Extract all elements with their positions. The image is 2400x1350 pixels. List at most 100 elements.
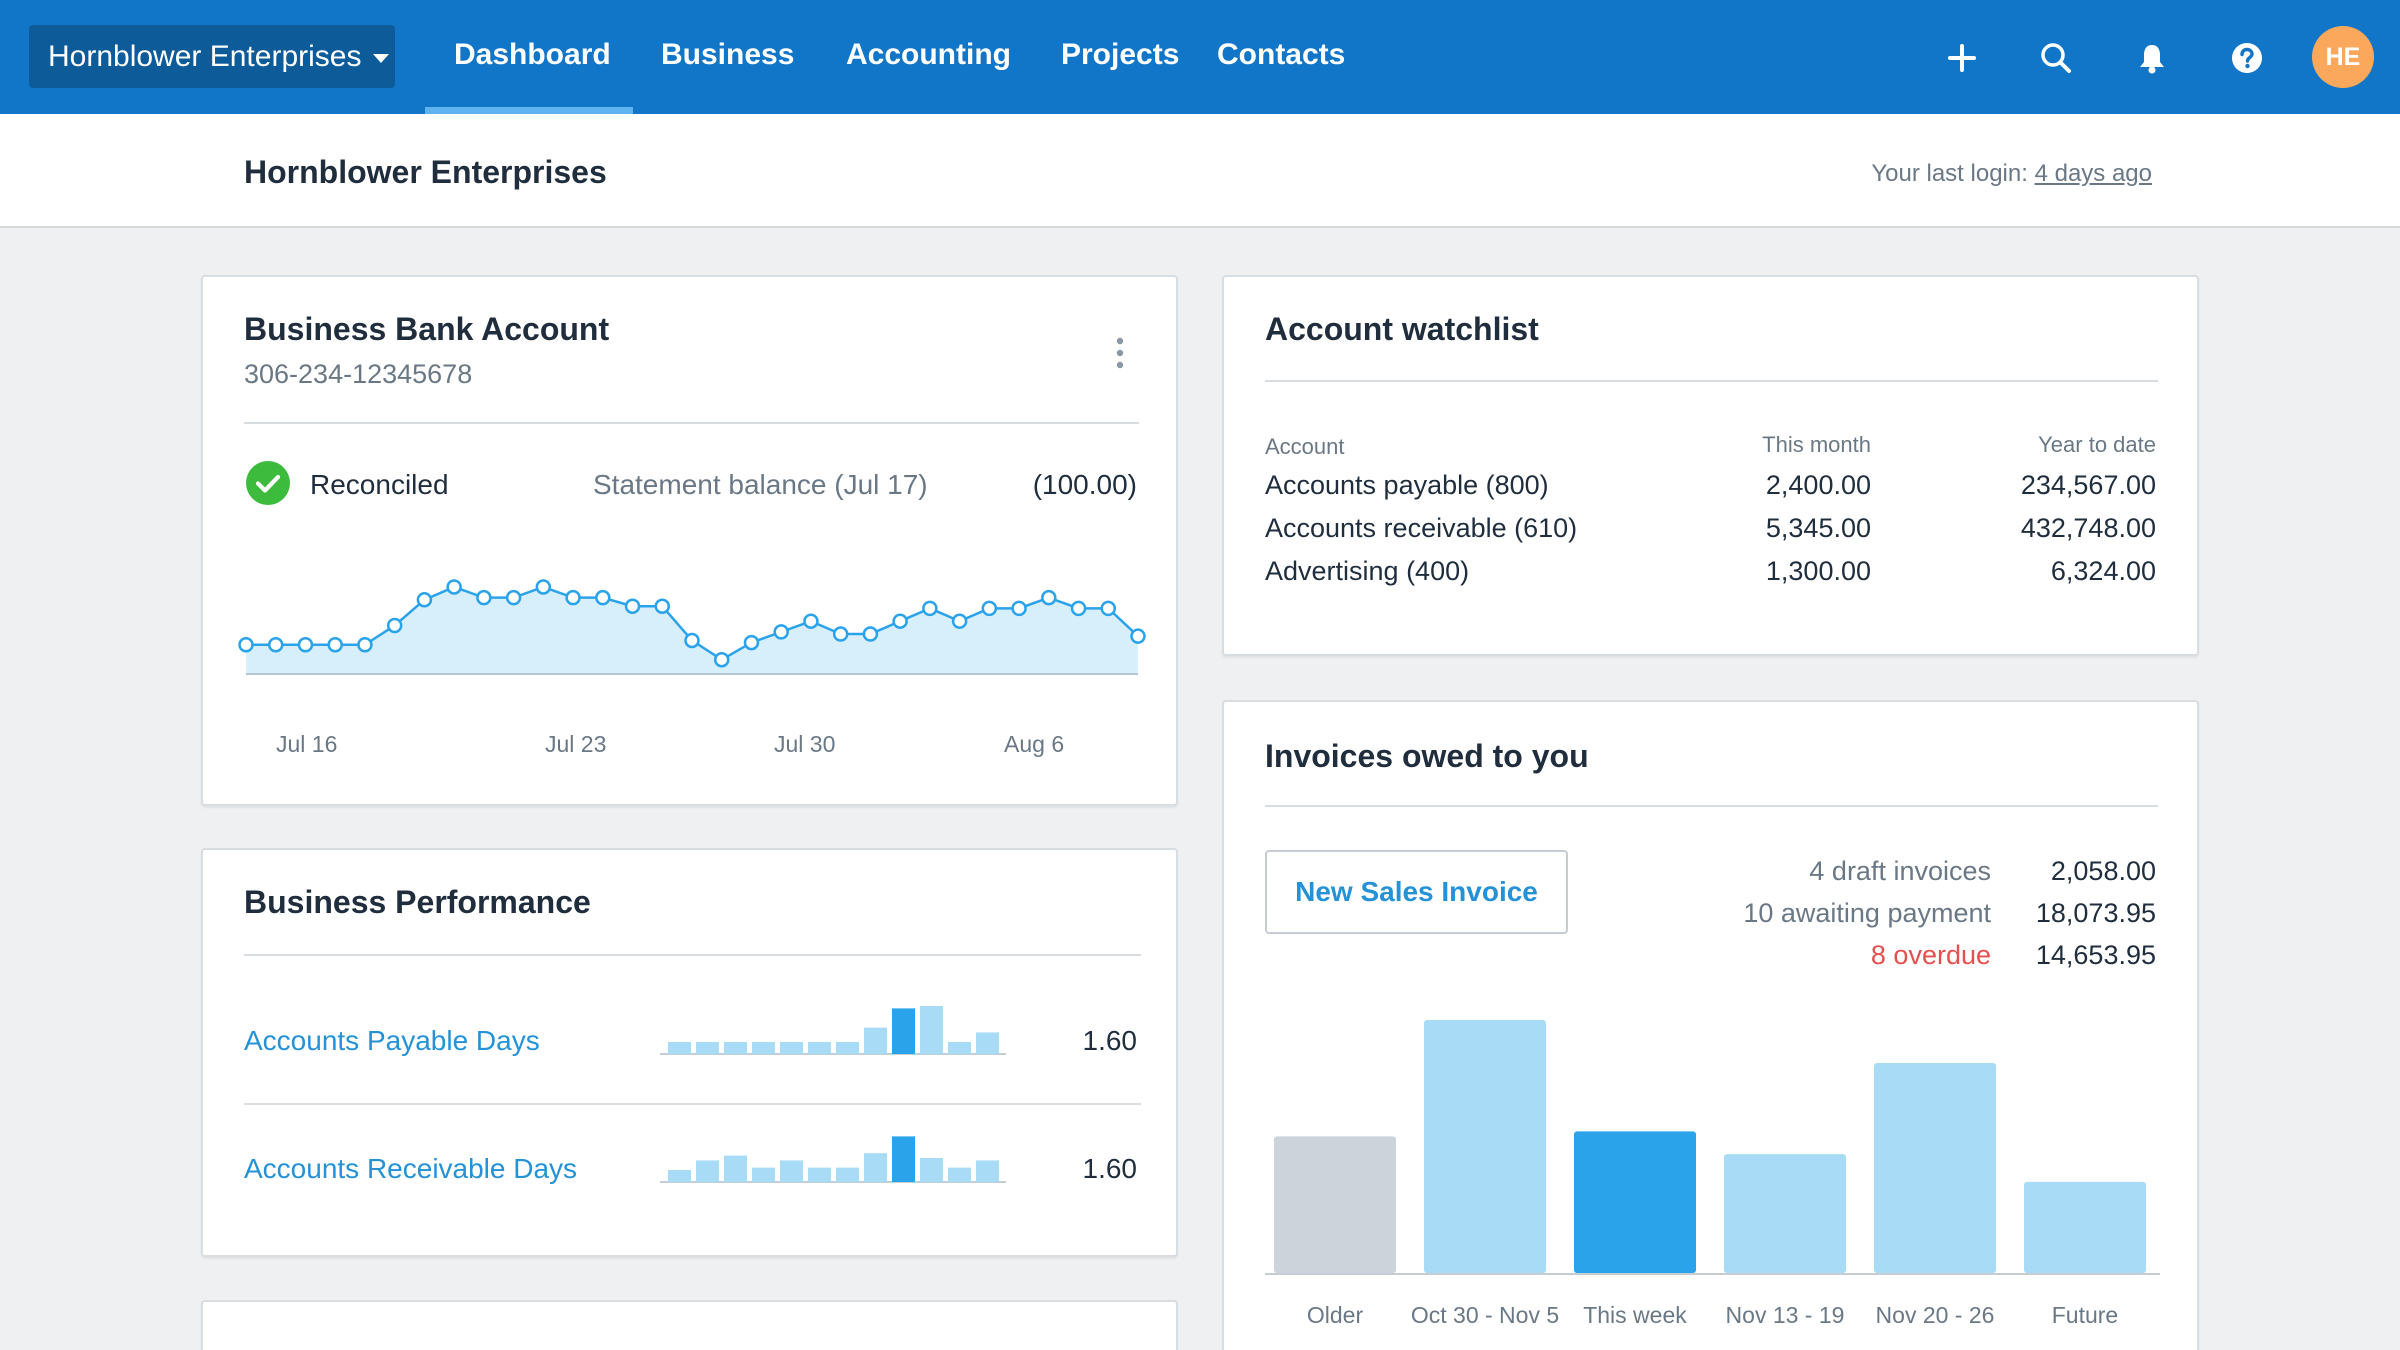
balance-point [416, 592, 433, 608]
sparkbar [668, 1042, 691, 1054]
watchlist-month-value: 2,400.00 [1765, 470, 1871, 500]
awaiting-payment-link[interactable]: 10 awaiting payment [1743, 898, 1991, 928]
balance-point [357, 636, 373, 653]
new-sales-invoice-button[interactable]: New Sales Invoice [1265, 850, 1568, 934]
column-header-year-to-date: Year to date [2038, 432, 2156, 457]
balance-point [832, 626, 849, 642]
sparkbar [892, 1008, 915, 1054]
x-axis-label: Aug 6 [1004, 731, 1065, 757]
active-tab-indicator [425, 107, 633, 114]
sparkbar [976, 1160, 999, 1182]
bar-category-label: Future [2052, 1302, 2118, 1328]
sparkbar [892, 1136, 915, 1182]
nav-item-dashboard[interactable]: Dashboard [454, 38, 611, 71]
sparkbar [696, 1160, 719, 1182]
nav-item-projects[interactable]: Projects [1061, 38, 1180, 71]
help-icon[interactable] [2222, 33, 2272, 83]
sparkbar [920, 1006, 943, 1054]
sparkbar [976, 1032, 999, 1054]
bar-category-label: Oct 30 - Nov 5 [1411, 1302, 1559, 1328]
top-navigation-bar: Hornblower Enterprises Dashboard Busines… [0, 0, 2400, 114]
balance-point [1130, 628, 1146, 644]
plus-icon[interactable] [1937, 33, 1987, 83]
balance-point [297, 636, 314, 653]
divider [1265, 380, 2158, 382]
search-icon[interactable] [2031, 33, 2081, 83]
balance-point [951, 613, 968, 629]
sparkbar [808, 1167, 831, 1182]
watchlist-account-link[interactable]: Accounts receivable (610) [1265, 513, 1578, 543]
invoice-bar [2024, 1181, 2146, 1273]
account-watchlist-card: Account watchlist Account This month Yea… [1222, 275, 2199, 656]
watchlist-month-value: 5,345.00 [1765, 513, 1871, 543]
balance-point [565, 589, 581, 606]
invoice-bar [1274, 1136, 1396, 1273]
bank-card-title[interactable]: Business Bank Account [244, 311, 610, 347]
sparkbar [920, 1158, 943, 1182]
sparkbar [780, 1160, 803, 1182]
balance-point [1070, 600, 1087, 617]
business-performance-card: Business Performance Accounts Payable Da… [201, 848, 1178, 1257]
divider [244, 422, 1139, 424]
balance-point [922, 600, 938, 617]
balance-point [803, 613, 819, 629]
last-login-label: Your last login: [1871, 160, 2028, 187]
balance-point [773, 624, 789, 640]
balance-point [535, 579, 552, 595]
receivable-days-value: 1.60 [1082, 1153, 1138, 1184]
x-axis-label: Jul 30 [774, 731, 836, 757]
sparkbar [808, 1042, 831, 1054]
bar-category-label: Nov 13 - 19 [1726, 1302, 1845, 1328]
watchlist-account-link[interactable]: Accounts payable (800) [1265, 470, 1549, 500]
divider [244, 954, 1141, 956]
invoices-bar-chart: Older Oct 30 - Nov 5 This week Nov 13 - 19 N… [1265, 1020, 2160, 1328]
column-header-account: Account [1265, 434, 1345, 459]
invoice-bar [1574, 1131, 1696, 1273]
accounts-receivable-days-link[interactable]: Accounts Receivable Days [244, 1153, 578, 1184]
balance-point [862, 626, 879, 642]
last-login-link[interactable]: 4 days ago [2034, 160, 2152, 187]
watchlist-ytd-value: 234,567.00 [2020, 470, 2156, 500]
watchlist-account-link[interactable]: Advertising (400) [1265, 556, 1470, 586]
sparkbar [864, 1153, 887, 1182]
caret-down-icon [373, 53, 390, 63]
balance-point [386, 617, 403, 634]
watchlist-month-value: 1,300.00 [1765, 556, 1871, 586]
payable-days-value: 1.60 [1082, 1025, 1138, 1056]
sparkbar [780, 1042, 803, 1054]
balance-point [892, 613, 908, 629]
organisation-name: Hornblower Enterprises [48, 39, 362, 73]
balance-point [684, 632, 700, 649]
balance-point [981, 600, 998, 617]
bar-category-label: This week [1583, 1302, 1687, 1328]
balance-point [1011, 600, 1027, 617]
next-card [201, 1300, 1178, 1350]
invoices-card-title: Invoices owed to you [1265, 738, 1589, 774]
watchlist-ytd-value: 432,748.00 [2020, 513, 2156, 543]
divider [1265, 805, 2158, 807]
sparkbar [668, 1170, 691, 1182]
overdue-amount: 14,653.95 [2035, 940, 2156, 970]
draft-invoices-link[interactable]: 4 draft invoices [1809, 856, 1991, 886]
column-header-this-month: This month [1762, 432, 1871, 457]
sparkbar [948, 1167, 971, 1182]
balance-point [327, 636, 343, 653]
organisation-switcher[interactable]: Hornblower Enterprises [29, 25, 395, 88]
sparkbar [696, 1042, 719, 1054]
sparkbar [752, 1042, 775, 1054]
balance-point [1041, 589, 1057, 606]
bell-icon[interactable] [2127, 33, 2177, 83]
invoice-bar [1424, 1020, 1546, 1273]
user-avatar[interactable]: HE [2312, 26, 2374, 88]
accounts-payable-days-link[interactable]: Accounts Payable Days [244, 1025, 540, 1056]
x-axis-label: Jul 16 [276, 731, 338, 757]
balance-point [238, 636, 254, 653]
reconciled-status: Reconciled [310, 469, 449, 500]
invoice-bar [1724, 1154, 1846, 1273]
nav-item-business[interactable]: Business [661, 38, 795, 71]
page-title: Hornblower Enterprises [244, 154, 607, 190]
nav-item-contacts[interactable]: Contacts [1217, 38, 1346, 71]
nav-item-accounting[interactable]: Accounting [846, 38, 1011, 71]
overdue-link[interactable]: 8 overdue [1870, 940, 1991, 970]
more-options-icon[interactable] [1110, 335, 1130, 371]
